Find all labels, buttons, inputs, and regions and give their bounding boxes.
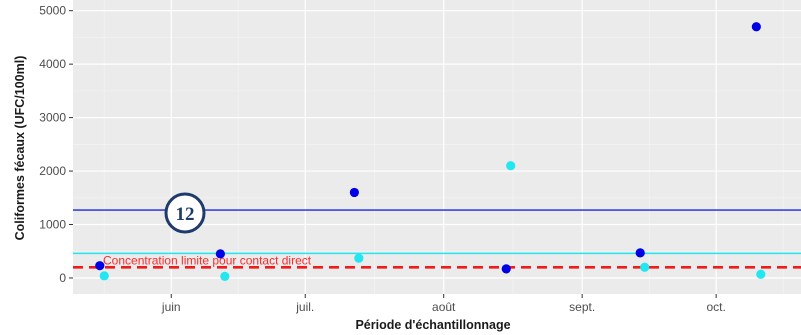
x-tick-label: juil. — [295, 300, 314, 314]
y-axis-ticks: 0 1000 2000 3000 4000 5000 — [39, 4, 73, 285]
x-tick-label: juin — [161, 300, 181, 314]
data-point — [354, 253, 364, 263]
x-tick-label: août — [432, 300, 456, 314]
data-point — [756, 269, 766, 279]
x-tick-label: sept. — [569, 300, 595, 314]
data-point — [99, 271, 109, 281]
y-tick-label: 3000 — [39, 111, 66, 125]
plot-panel — [73, 0, 801, 294]
data-point — [640, 262, 650, 272]
y-tick-label: 0 — [59, 271, 66, 285]
y-axis-title: Coliformes fécaux (UFC/100ml) — [13, 56, 27, 241]
x-axis-ticks: juin juil. août sept. oct. — [161, 294, 726, 314]
data-point — [501, 264, 511, 274]
data-point — [215, 249, 225, 259]
data-point — [751, 22, 761, 32]
data-point — [635, 248, 645, 258]
callout-badge: 12 — [164, 192, 206, 234]
limit-annotation: Concentration limite pour contact direct — [103, 253, 312, 267]
data-point — [506, 161, 516, 171]
x-axis-title: Période d'échantillonnage — [355, 318, 510, 332]
x-tick-label: oct. — [706, 300, 725, 314]
data-points — [95, 22, 766, 281]
y-tick-label: 5000 — [39, 4, 66, 18]
y-tick-label: 2000 — [39, 164, 66, 178]
major-gridlines — [73, 0, 801, 294]
y-tick-label: 1000 — [39, 218, 66, 232]
data-point — [95, 261, 105, 271]
data-point — [349, 187, 359, 198]
data-point — [220, 271, 230, 281]
y-tick-label: 4000 — [39, 57, 66, 71]
callout-badge-label: 12 — [176, 204, 195, 225]
